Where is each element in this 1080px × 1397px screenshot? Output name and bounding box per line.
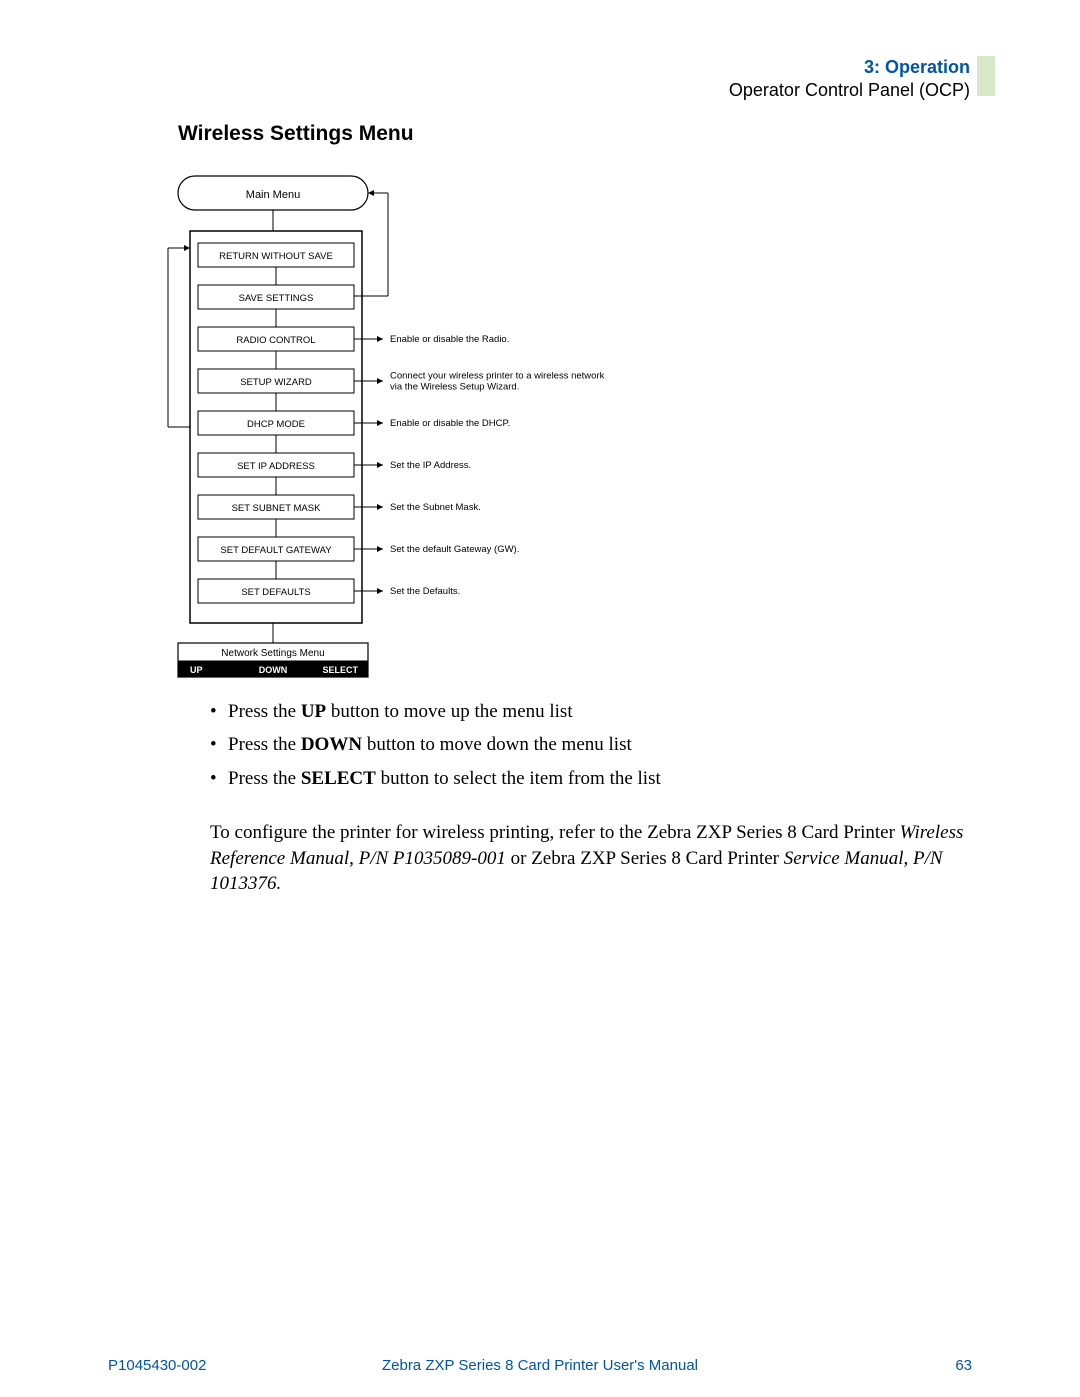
svg-text:SET DEFAULT GATEWAY: SET DEFAULT GATEWAY <box>220 545 332 556</box>
svg-text:Enable or disable the Radio.: Enable or disable the Radio. <box>390 334 509 345</box>
svg-text:via the Wireless Setup Wizard.: via the Wireless Setup Wizard. <box>390 382 519 393</box>
svg-text:SET DEFAULTS: SET DEFAULTS <box>241 587 310 598</box>
svg-text:Set the Subnet Mask.: Set the Subnet Mask. <box>390 502 481 513</box>
page-header: 3: Operation Operator Control Panel (OCP… <box>729 56 970 103</box>
header-accent-bar <box>977 56 995 96</box>
select-button-label: SELECT <box>322 665 358 675</box>
svg-text:Enable or disable the DHCP.: Enable or disable the DHCP. <box>390 418 510 429</box>
page-title: Wireless Settings Menu <box>178 122 414 146</box>
svg-text:DHCP MODE: DHCP MODE <box>247 419 305 430</box>
svg-text:RETURN WITHOUT SAVE: RETURN WITHOUT SAVE <box>219 251 333 262</box>
svg-text:Connect your wireless printer: Connect your wireless printer to a wirel… <box>390 371 605 382</box>
svg-text:SETUP WIZARD: SETUP WIZARD <box>240 377 312 388</box>
bullet-select: Press the SELECT button to select the it… <box>210 764 661 793</box>
svg-text:Set the Defaults.: Set the Defaults. <box>390 586 460 597</box>
bullet-down: Press the DOWN button to move down the m… <box>210 730 661 759</box>
bottom-menu-label: Network Settings Menu <box>221 648 324 659</box>
menu-flowchart: Main Menu RETURN WITHOUT SAVE SAVE SETTIN… <box>158 168 858 688</box>
up-button-label: UP <box>190 665 203 675</box>
svg-text:SAVE SETTINGS: SAVE SETTINGS <box>239 293 314 304</box>
bullet-up: Press the UP button to move up the menu … <box>210 697 661 726</box>
chapter-label: 3: Operation <box>729 56 970 79</box>
chapter-subtitle: Operator Control Panel (OCP) <box>729 79 970 102</box>
footer-title: Zebra ZXP Series 8 Card Printer User's M… <box>0 1357 1080 1374</box>
main-menu-label: Main Menu <box>246 189 300 201</box>
svg-text:Set the IP Address.: Set the IP Address. <box>390 460 471 471</box>
footer-page-number: 63 <box>955 1357 972 1374</box>
body-paragraph: To configure the printer for wireless pr… <box>210 820 970 897</box>
svg-text:Set the default Gateway (GW).: Set the default Gateway (GW). <box>390 544 519 555</box>
instruction-list: Press the UP button to move up the menu … <box>210 697 661 797</box>
svg-text:SET IP ADDRESS: SET IP ADDRESS <box>237 461 315 472</box>
down-button-label: DOWN <box>259 665 288 675</box>
svg-text:SET SUBNET MASK: SET SUBNET MASK <box>232 503 322 514</box>
svg-text:RADIO CONTROL: RADIO CONTROL <box>236 335 315 346</box>
